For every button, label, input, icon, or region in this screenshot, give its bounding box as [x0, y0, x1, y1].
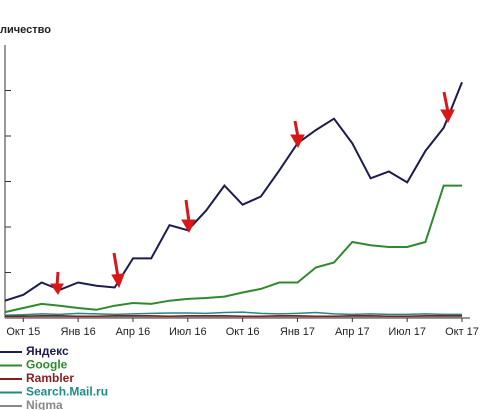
legend-label: Nigma — [26, 398, 63, 410]
chart-title: личество — [0, 24, 51, 36]
series-line — [4, 81, 463, 302]
arrow — [440, 91, 455, 124]
x-tick-label: Окт 16 — [226, 326, 260, 338]
annotation-arrows — [50, 91, 455, 295]
x-tick-label: Апр 16 — [116, 326, 151, 338]
arrow — [290, 120, 305, 149]
arrow — [50, 271, 64, 295]
x-tick-label: Июл 16 — [169, 326, 207, 338]
series-line — [5, 314, 462, 317]
x-tick-label: Янв 17 — [280, 326, 315, 338]
x-tick-label: Июл 17 — [388, 326, 426, 338]
arrow — [181, 199, 196, 234]
x-tick-label: Окт 15 — [6, 326, 40, 338]
x-tick-label: Янв 16 — [61, 326, 96, 338]
legend-label: Search.Mail.ru — [26, 385, 108, 399]
arrow — [111, 252, 125, 289]
series-line — [4, 184, 462, 314]
legend-label: Rambler — [26, 371, 74, 385]
series-line — [4, 311, 462, 317]
legend-label: Яндекс — [26, 344, 69, 358]
legend-label: Google — [26, 358, 68, 372]
x-tick-label: Апр 17 — [335, 326, 370, 338]
x-tick-label: Окт 17 — [445, 326, 479, 338]
